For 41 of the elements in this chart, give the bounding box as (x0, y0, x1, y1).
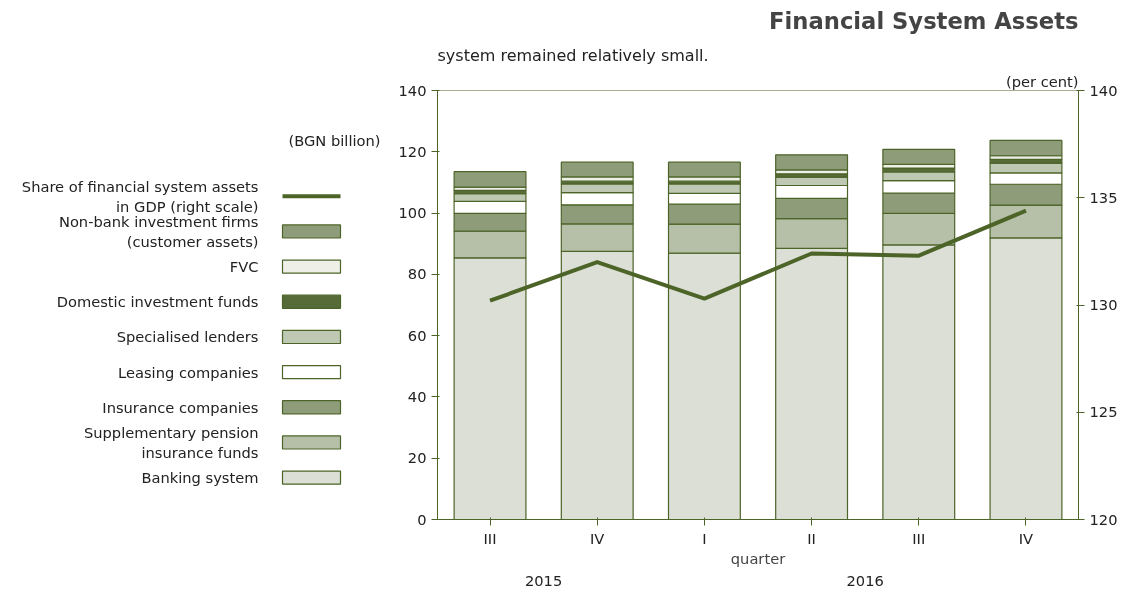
bar (882, 148, 956, 165)
bar (453, 171, 527, 188)
y-tick-label: 80 (407, 265, 427, 283)
bar (667, 161, 741, 178)
legend-label: FVC (229, 258, 259, 276)
y2-axis-title: (per cent) (1005, 72, 1079, 90)
text: 2015 (524, 571, 563, 589)
y2-tick-label: 125 (1089, 403, 1118, 421)
legend-label: Insurance companies (102, 398, 259, 416)
y-axis-title: (BGN billion) (288, 131, 381, 149)
y-tick-label: 120 (398, 142, 427, 160)
chart-title: Financial System Assets (769, 7, 1079, 34)
y-tick-label: 40 (407, 387, 427, 405)
legend-label: Supplementary pension insurance funds (83, 424, 259, 461)
text: system remained relatively small. (437, 45, 709, 65)
legend-label: Leasing companies (118, 363, 259, 381)
legend-label: Specialised lenders (116, 328, 259, 346)
x-tick-label: II (807, 529, 816, 547)
legend-label: Non-bank investment firms (customer assets) (58, 213, 259, 250)
y2-tick-label: 130 (1089, 296, 1118, 313)
x-tick-label: IV (1018, 529, 1034, 547)
bar (560, 161, 634, 178)
x-tick-label: IV (590, 529, 605, 547)
x-tick-label: III (912, 529, 926, 547)
legend-label: Domestic investment funds (56, 293, 259, 311)
x-axis-title: quarter (730, 549, 787, 567)
y-tick-label: 100 (398, 204, 427, 222)
bar (989, 139, 1063, 157)
y2-tick-label: 135 (1089, 188, 1118, 206)
y-tick-label: 140 (398, 81, 427, 99)
y-tick-label: 60 (407, 326, 427, 344)
y-tick-label: 0 (417, 510, 427, 528)
legend-label: Share of financial system assets in GDP (right scale) (21, 178, 259, 215)
x-tick-label: I (702, 529, 707, 547)
x-tick-label: III (483, 529, 497, 547)
y-tick-label: 20 (407, 449, 427, 467)
text: 2016 (846, 571, 884, 589)
y2-tick-label: 140 (1089, 81, 1118, 99)
bar (775, 154, 849, 171)
y2-tick-label: 120 (1089, 510, 1118, 528)
legend-label: Banking system (141, 469, 259, 487)
